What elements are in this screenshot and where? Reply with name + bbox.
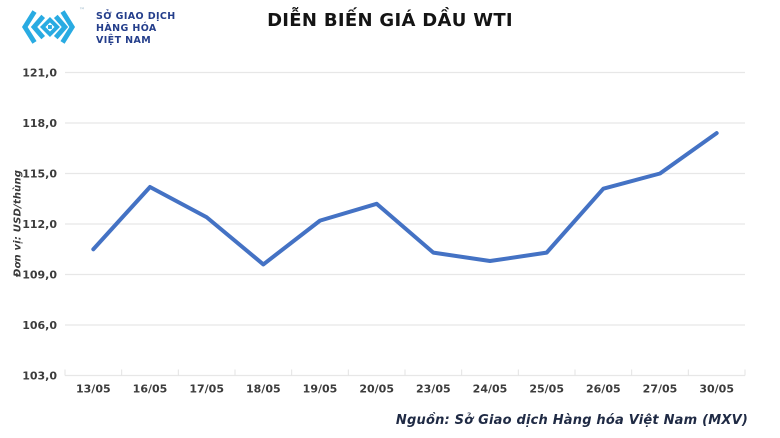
x-tick-label: 25/05 (529, 383, 564, 396)
logo-text-line2: HÀNG HÓA (96, 23, 157, 35)
y-tick-label: 109,0 (22, 269, 57, 282)
y-tick-label: 112,0 (22, 218, 57, 231)
y-tick-label: 103,0 (22, 370, 57, 383)
trademark-symbol: ™ (79, 7, 85, 14)
x-tick-label: 17/05 (189, 383, 224, 396)
y-tick-label: 106,0 (22, 319, 57, 332)
y-tick-label: 118,0 (22, 117, 57, 130)
logo-text-line3: VIỆT NAM (96, 35, 152, 47)
x-tick-label: 20/05 (359, 383, 394, 396)
y-tick-label: 115,0 (22, 168, 57, 181)
x-tick-label: 16/05 (133, 383, 168, 396)
source-note: Nguồn: Sở Giao dịch Hàng hóa Việt Nam (M… (395, 413, 748, 428)
x-tick-label: 19/05 (303, 383, 338, 396)
price-line-series (91, 131, 719, 267)
mxv-logo: ™ SỞ GIAO DỊCH HÀNG HÓA VIỆT NAM (20, 6, 176, 48)
logo-text-line1: SỞ GIAO DỊCH (96, 11, 176, 22)
mxv-logo-icon (21, 10, 76, 44)
chart-title: DIỄN BIẾN GIÁ DẦU WTI (267, 10, 513, 31)
x-tick-label: 30/05 (699, 383, 734, 396)
x-tick-label: 23/05 (416, 383, 451, 396)
x-tick-label: 26/05 (586, 383, 621, 396)
x-tick-label: 24/05 (473, 383, 508, 396)
x-tick-label: 18/05 (246, 383, 281, 396)
logo-text: SỞ GIAO DỊCH HÀNG HÓA VIỆT NAM (96, 11, 176, 47)
x-tick-label: 13/05 (76, 383, 111, 396)
x-tick-label: 27/05 (643, 383, 678, 396)
y-tick-label: 121,0 (22, 67, 57, 80)
